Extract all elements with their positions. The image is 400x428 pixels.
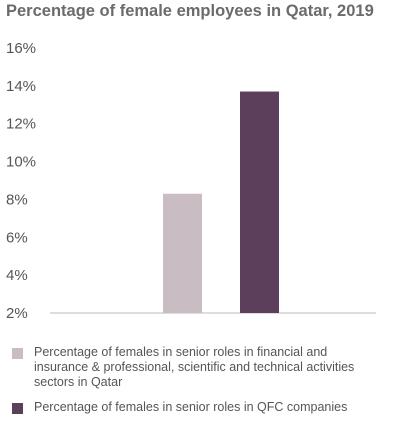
legend: Percentage of females in senior roles in…	[12, 345, 362, 425]
y-tick-label: 12%	[6, 116, 36, 133]
legend-swatch-qfc	[12, 403, 23, 414]
legend-label-qfc: Percentage of females in senior roles in…	[34, 400, 348, 414]
chart-title: Percentage of female employees in Qatar,…	[6, 2, 374, 20]
y-tick-label: 16%	[6, 40, 36, 57]
y-axis: 2% 4% 6% 8% 10% 12% 14% 16%	[6, 40, 376, 322]
legend-label-sector: Percentage of females in senior roles in…	[34, 345, 355, 389]
legend-swatch-sector	[12, 348, 23, 359]
y-tick-label: 2%	[6, 305, 28, 322]
bars	[163, 91, 279, 314]
y-tick-label: 8%	[6, 191, 28, 208]
y-tick-label: 10%	[6, 154, 36, 171]
y-tick-label: 4%	[6, 267, 28, 284]
bar-qfc	[240, 91, 279, 314]
legend-item-qfc: Percentage of females in senior roles in…	[12, 400, 362, 415]
legend-item-sector: Percentage of females in senior roles in…	[12, 345, 362, 390]
bar-chart: 2% 4% 6% 8% 10% 12% 14% 16%	[6, 40, 376, 322]
y-tick-label: 6%	[6, 229, 28, 246]
y-tick-label: 14%	[6, 78, 36, 95]
bar-sector	[163, 193, 202, 313]
